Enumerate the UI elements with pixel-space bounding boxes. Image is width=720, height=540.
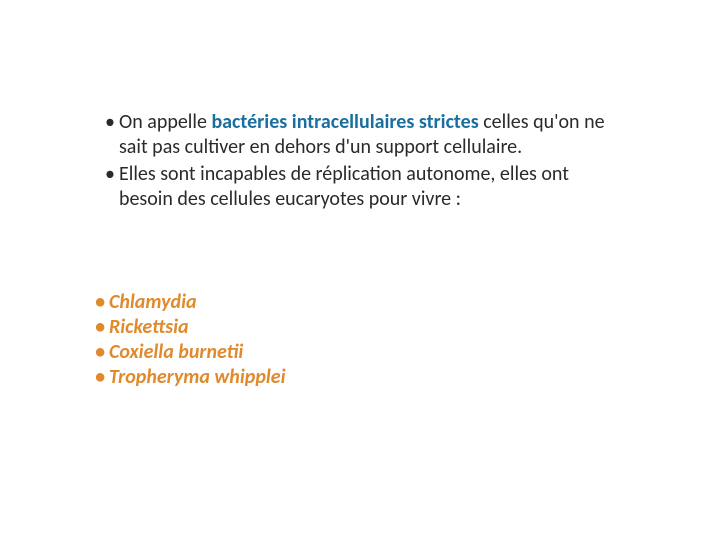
examples-block: • Chlamydia • Rickettsia • Coxiella burn… — [95, 290, 615, 390]
bullet-text: Chlamydia — [109, 290, 615, 315]
bullet-dot-icon: • — [105, 110, 119, 135]
bullet-text: Rickettsia — [109, 315, 615, 340]
text-emphasis: bactéries intracellulaires strictes — [211, 110, 478, 134]
bullet-text: On appelle bactéries intracellulaires st… — [119, 110, 625, 160]
text-pre: Elles sont incapables de réplication aut… — [119, 162, 569, 211]
text-pre: On appelle — [119, 110, 211, 134]
slide: • On appelle bactéries intracellulaires … — [0, 0, 720, 540]
bullet-item: • Coxiella burnetii — [95, 340, 615, 365]
bullet-item: • On appelle bactéries intracellulaires … — [105, 110, 625, 160]
bullet-text: Elles sont incapables de réplication aut… — [119, 162, 625, 212]
bullet-dot-icon: • — [95, 290, 109, 315]
bullet-item: • Tropheryma whipplei — [95, 365, 615, 390]
bullet-dot-icon: • — [95, 340, 109, 365]
bullet-dot-icon: • — [95, 365, 109, 390]
bullet-item: • Chlamydia — [95, 290, 615, 315]
bullet-dot-icon: • — [95, 315, 109, 340]
bullet-dot-icon: • — [105, 162, 119, 187]
bullet-text: Coxiella burnetii — [109, 340, 615, 365]
bullet-text: Tropheryma whipplei — [109, 365, 615, 390]
bullet-item: • Rickettsia — [95, 315, 615, 340]
definition-block: • On appelle bactéries intracellulaires … — [105, 110, 625, 212]
bullet-item: • Elles sont incapables de réplication a… — [105, 162, 625, 212]
